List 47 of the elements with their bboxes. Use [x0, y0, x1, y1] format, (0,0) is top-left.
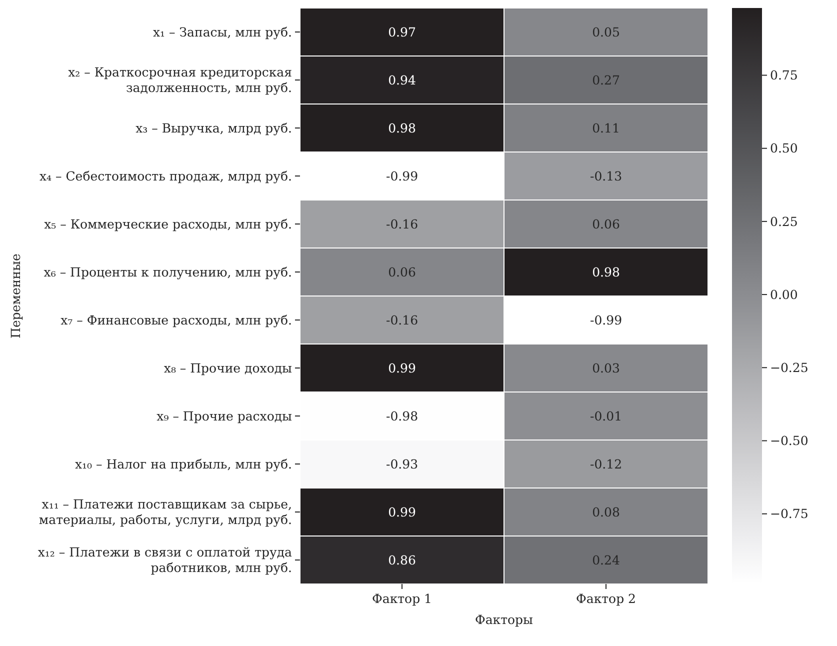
y-tick-label: x₇ – Финансовые расходы, млн руб.: [60, 312, 292, 328]
data-label: -0.13: [590, 168, 622, 184]
data-label: -0.99: [386, 168, 418, 184]
y-tick-label: x₁ – Запасы, млн руб.: [152, 24, 292, 40]
y-tick-label: x₁₂ – Платежи в связи с оплатой труда работников, млн руб.: [38, 544, 293, 576]
data-label: -0.98: [386, 408, 418, 424]
color-bar-label: 0.00: [770, 286, 798, 302]
data-label: 0.99: [388, 360, 416, 376]
y-tick-label: x₁₁ – Платежи поставщикам за сырье, материалы, работы, услуги, млрд руб.: [38, 496, 292, 528]
y-tick-label: x₉ – Прочие расходы: [156, 408, 292, 424]
y-tick-label: x₅ – Коммерческие расходы, млн руб.: [44, 216, 292, 232]
color-bar-label: −0.25: [770, 360, 808, 376]
data-label: -0.12: [590, 456, 622, 472]
y-tick-label: x₁₀ – Налог на прибыль, млн руб.: [74, 456, 292, 472]
y-tick-label: x₃ – Выручка, млрд руб.: [136, 120, 292, 136]
data-label: 0.98: [592, 264, 620, 280]
x-axis-title: Факторы: [474, 612, 534, 627]
data-label: -0.99: [590, 312, 622, 328]
y-tick-label: x₈ – Прочие доходы: [164, 360, 292, 376]
color-bar-label: −0.75: [770, 506, 808, 522]
data-label: -0.16: [386, 312, 418, 328]
data-label: 0.99: [388, 504, 416, 520]
y-tick-label: x₂ – Краткосрочная кредиторская задолженность, млн руб.: [68, 64, 292, 96]
y-tick-label: x₆ – Проценты к получению, млн руб.: [44, 264, 292, 280]
data-label: 0.08: [592, 504, 620, 520]
y-axis-title: Переменные: [8, 254, 23, 338]
data-label: 0.06: [388, 264, 416, 280]
data-label: 0.94: [388, 72, 416, 88]
data-label: 0.03: [592, 360, 620, 376]
data-label: -0.93: [386, 456, 418, 472]
color-bar-label: −0.50: [770, 433, 808, 448]
data-label: 0.97: [388, 24, 416, 40]
data-label: -0.16: [386, 216, 418, 232]
x-tick-label: Фактор 1: [372, 591, 432, 606]
data-label: 0.24: [592, 552, 620, 568]
color-bar-label: 0.50: [770, 140, 798, 156]
data-label: 0.98: [388, 120, 416, 136]
data-label: 0.06: [592, 216, 620, 232]
data-label: -0.01: [590, 408, 622, 424]
x-tick-label: Фактор 2: [576, 591, 636, 606]
data-label: 0.11: [592, 120, 620, 136]
data-label: 0.86: [388, 552, 416, 568]
y-tick-label: x₄ – Себестоимость продаж, млрд руб.: [39, 168, 292, 184]
color-bar-label: 0.25: [770, 214, 798, 229]
data-label: 0.27: [592, 72, 620, 88]
color-bar-label: 0.75: [770, 68, 798, 83]
data-label: 0.05: [592, 24, 620, 40]
